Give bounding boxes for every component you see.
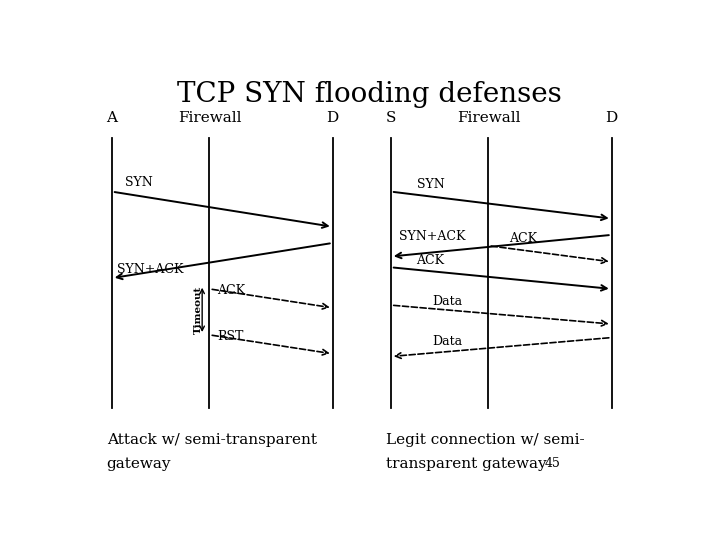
Text: D: D <box>606 111 618 125</box>
Text: Timeout: Timeout <box>194 286 203 334</box>
Text: SYN+ACK: SYN+ACK <box>117 264 184 276</box>
Text: SYN: SYN <box>417 178 444 191</box>
Text: Attack w/ semi-transparent: Attack w/ semi-transparent <box>107 433 317 447</box>
Text: 45: 45 <box>545 457 561 470</box>
Text: Legit connection w/ semi-: Legit connection w/ semi- <box>386 433 585 447</box>
Text: D: D <box>326 111 338 125</box>
Text: ACK: ACK <box>217 284 246 297</box>
Text: SYN: SYN <box>125 176 153 188</box>
Text: Data: Data <box>432 335 462 348</box>
Text: ACK: ACK <box>509 232 537 245</box>
Text: TCP SYN flooding defenses: TCP SYN flooding defenses <box>176 82 562 109</box>
Text: A: A <box>107 111 117 125</box>
Text: ACK: ACK <box>417 254 445 267</box>
Text: Firewall: Firewall <box>178 111 241 125</box>
Text: Firewall: Firewall <box>456 111 520 125</box>
Text: RST: RST <box>217 330 243 343</box>
Text: transparent gateway: transparent gateway <box>386 457 546 471</box>
Text: S: S <box>386 111 396 125</box>
Text: Data: Data <box>432 295 462 308</box>
Text: SYN+ACK: SYN+ACK <box>399 230 465 242</box>
Text: gateway: gateway <box>107 457 171 471</box>
